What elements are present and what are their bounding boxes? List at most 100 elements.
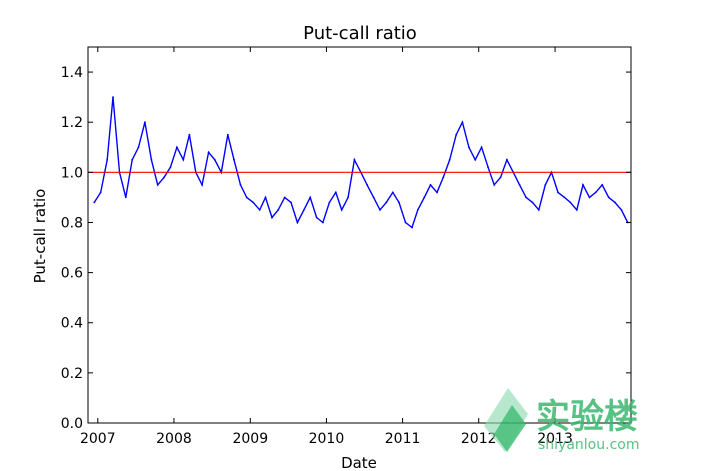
series-point (487, 166, 489, 169)
y-tick-label: 0.4 (61, 316, 83, 332)
series-point (271, 216, 273, 219)
series-point (112, 96, 114, 98)
series-point (106, 158, 109, 161)
series-point (563, 196, 566, 199)
series-point (340, 209, 343, 211)
plot-area (87, 46, 632, 424)
series-point (303, 209, 305, 211)
series-point (213, 158, 216, 161)
series-group (93, 96, 629, 229)
series-point (429, 184, 432, 186)
series-point (614, 201, 616, 204)
series-point (588, 196, 591, 199)
series-point (245, 196, 248, 199)
y-tick-label: 0.2 (61, 366, 83, 382)
y-tick-label: 0.6 (61, 266, 83, 282)
series-point (474, 158, 477, 161)
x-tick-label: 2009 (232, 431, 268, 447)
watermark-logo-icon (484, 388, 528, 452)
series-point (188, 133, 191, 136)
series-point (594, 191, 597, 194)
series-point (347, 196, 349, 199)
series-point (207, 151, 210, 154)
series-point (334, 191, 337, 194)
series-point (201, 184, 204, 186)
series-point (290, 201, 292, 204)
series-point (416, 209, 419, 211)
y-tick-label: 0.0 (61, 416, 83, 432)
series-point (448, 158, 451, 161)
series-point (156, 184, 159, 186)
series-point (124, 196, 127, 199)
series-point (385, 201, 388, 204)
series-point (493, 184, 496, 186)
series-point (131, 158, 134, 161)
watermark: 实验楼 shiyanlou.com (484, 388, 639, 453)
series-point (398, 201, 400, 204)
series-point (328, 201, 331, 204)
series-point (531, 201, 534, 204)
series-point (411, 226, 413, 229)
series-line-0 (93, 97, 629, 229)
y-axis-label: Put-call ratio (31, 189, 49, 284)
series-point (309, 196, 312, 199)
series-point (353, 158, 356, 161)
series-point (607, 196, 610, 199)
series-point (372, 196, 375, 199)
series-point (379, 209, 381, 211)
x-tick-label: 2010 (309, 431, 345, 447)
series-point (93, 201, 96, 204)
x-tick-label: 2011 (385, 431, 421, 447)
series-point (582, 184, 584, 186)
series-point (557, 191, 559, 194)
series-point (506, 158, 508, 161)
series-point (258, 209, 261, 211)
series-point (366, 184, 368, 186)
series-point (601, 184, 604, 186)
chart-title: Put-call ratio (303, 23, 417, 44)
series-point (480, 146, 483, 149)
y-tick-label: 1.4 (61, 65, 83, 81)
y-tick-label: 1.2 (61, 115, 83, 131)
x-axis: 2007 2008 2009 2010 2011 2012 2013 (80, 47, 573, 447)
watermark-subtext: shiyanlou.com (538, 437, 639, 453)
x-axis-label: Date (341, 454, 377, 471)
series-point (233, 158, 235, 161)
series-point (468, 146, 470, 149)
series-point (150, 158, 153, 161)
series-point (423, 196, 426, 199)
series-point (252, 201, 255, 204)
x-tick-label: 2007 (80, 431, 116, 447)
series-point (569, 201, 572, 204)
series-point (277, 209, 280, 211)
series-point (169, 166, 172, 169)
x-tick-label: 2013 (537, 431, 573, 447)
series-point (455, 133, 458, 136)
series-point (620, 209, 623, 211)
series-point (163, 176, 166, 179)
series-point (296, 221, 299, 224)
y-tick-label: 0.8 (61, 215, 83, 231)
watermark-text: 实验楼 (536, 397, 638, 437)
series-point (442, 176, 445, 179)
series-point (537, 209, 540, 211)
x-tick-label: 2012 (461, 431, 497, 447)
x-tick-label: 2008 (156, 431, 192, 447)
series-point (226, 133, 229, 136)
series-point (322, 221, 324, 224)
series-point (99, 191, 102, 194)
series-point (575, 209, 578, 211)
y-axis: 0.0 0.2 0.4 0.6 0.8 1.0 1.2 1.4 (61, 65, 631, 432)
series-point (315, 216, 318, 219)
series-point (391, 191, 394, 194)
series-point (137, 146, 140, 149)
series-point (544, 184, 547, 186)
series-point (461, 121, 464, 124)
series-point (518, 184, 521, 186)
y-tick-label: 1.0 (61, 165, 83, 181)
series-point (436, 191, 438, 194)
series-point (239, 184, 242, 186)
series-point (499, 176, 502, 179)
series-point (283, 196, 286, 199)
